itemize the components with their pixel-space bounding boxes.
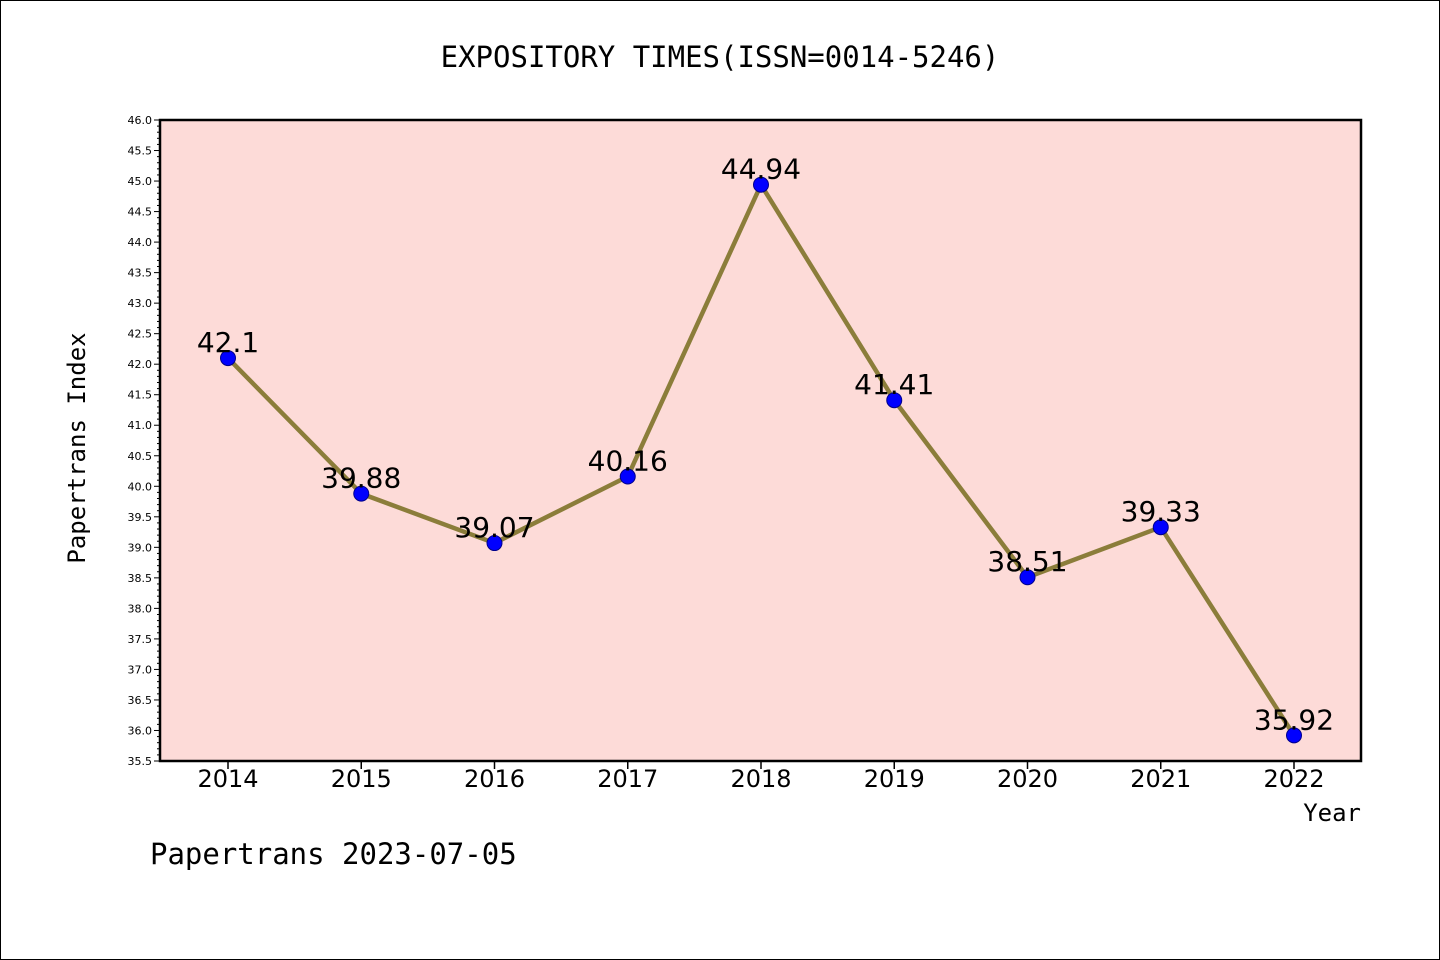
y-axis-label: Papertrans Index — [63, 332, 91, 563]
y-tick-label: 36.0 — [128, 724, 153, 737]
data-point — [220, 350, 236, 367]
y-tick-label: 39.5 — [128, 511, 153, 524]
x-tick-label: 2020 — [997, 765, 1058, 793]
x-tick-label: 2018 — [730, 765, 791, 793]
data-value-label: 41.41 — [854, 368, 934, 401]
x-tick-label: 2014 — [197, 765, 258, 793]
y-tick-label: 42.5 — [128, 328, 153, 341]
footer-text: Papertrans 2023-07-05 — [150, 837, 517, 871]
y-tick-label: 41.5 — [128, 389, 153, 402]
data-point — [886, 392, 903, 409]
data-value-label: 39.33 — [1121, 495, 1201, 528]
data-value-label: 40.16 — [588, 445, 668, 478]
x-axis-ticks: 2014 2015 2016 2017 2018 2019 2020 2021 2022 — [197, 761, 1325, 793]
data-value-label: 44.94 — [721, 153, 801, 186]
data-value-label: 39.88 — [321, 462, 401, 495]
data-label-group: 42.1 39.88 39.07 40.16 44.94 41.41 38.51 39.33 3… — [197, 153, 1334, 737]
chart-title: EXPOSITORY TIMES(ISSN=0014-5246) — [441, 40, 1000, 74]
y-tick-label: 45.5 — [128, 145, 153, 158]
data-point — [353, 485, 370, 502]
y-tick-label: 39.0 — [128, 541, 153, 554]
x-tick-label: 2017 — [597, 765, 658, 793]
y-tick-label: 40.5 — [128, 450, 153, 463]
y-axis-ticks: 35.5 36.0 36.5 37.0 37.5 38.0 38.5 39.0 39.5 40.0… — [128, 114, 160, 768]
x-tick-label: 2021 — [1130, 765, 1191, 793]
data-point — [1152, 519, 1169, 536]
x-axis-label: Year — [1303, 799, 1361, 827]
x-tick-label: 2016 — [464, 765, 525, 793]
x-tick-label: 2022 — [1263, 765, 1324, 793]
y-tick-label: 44.0 — [128, 236, 153, 249]
y-tick-label: 45.0 — [128, 175, 153, 188]
series-marker-group — [220, 176, 1302, 744]
data-value-label: 38.51 — [987, 545, 1067, 578]
data-value-label: 42.1 — [197, 326, 259, 359]
y-tick-label: 36.5 — [128, 694, 153, 707]
y-tick-label: 38.0 — [128, 602, 153, 615]
y-tick-label: 43.5 — [128, 267, 153, 280]
data-point — [619, 468, 636, 485]
data-point — [1286, 727, 1302, 744]
data-point — [753, 176, 769, 193]
y-tick-label: 43.0 — [128, 297, 153, 310]
y-tick-label: 35.5 — [128, 755, 153, 768]
data-point — [486, 535, 503, 552]
y-tick-label: 37.0 — [128, 663, 153, 676]
y-tick-label: 41.0 — [128, 419, 153, 432]
x-tick-label: 2015 — [331, 765, 392, 793]
y-tick-label: 44.5 — [128, 206, 153, 219]
x-tick-label: 2019 — [864, 765, 925, 793]
data-point — [1019, 569, 1036, 586]
y-tick-label: 46.0 — [128, 114, 153, 127]
y-tick-label: 42.0 — [128, 358, 153, 371]
plot-area — [158, 118, 1363, 763]
data-value-label: 35.92 — [1254, 703, 1334, 736]
y-tick-label: 40.0 — [128, 480, 153, 493]
y-tick-label: 37.5 — [128, 633, 153, 646]
data-value-label: 39.07 — [454, 511, 534, 544]
y-tick-label: 38.5 — [128, 572, 153, 585]
